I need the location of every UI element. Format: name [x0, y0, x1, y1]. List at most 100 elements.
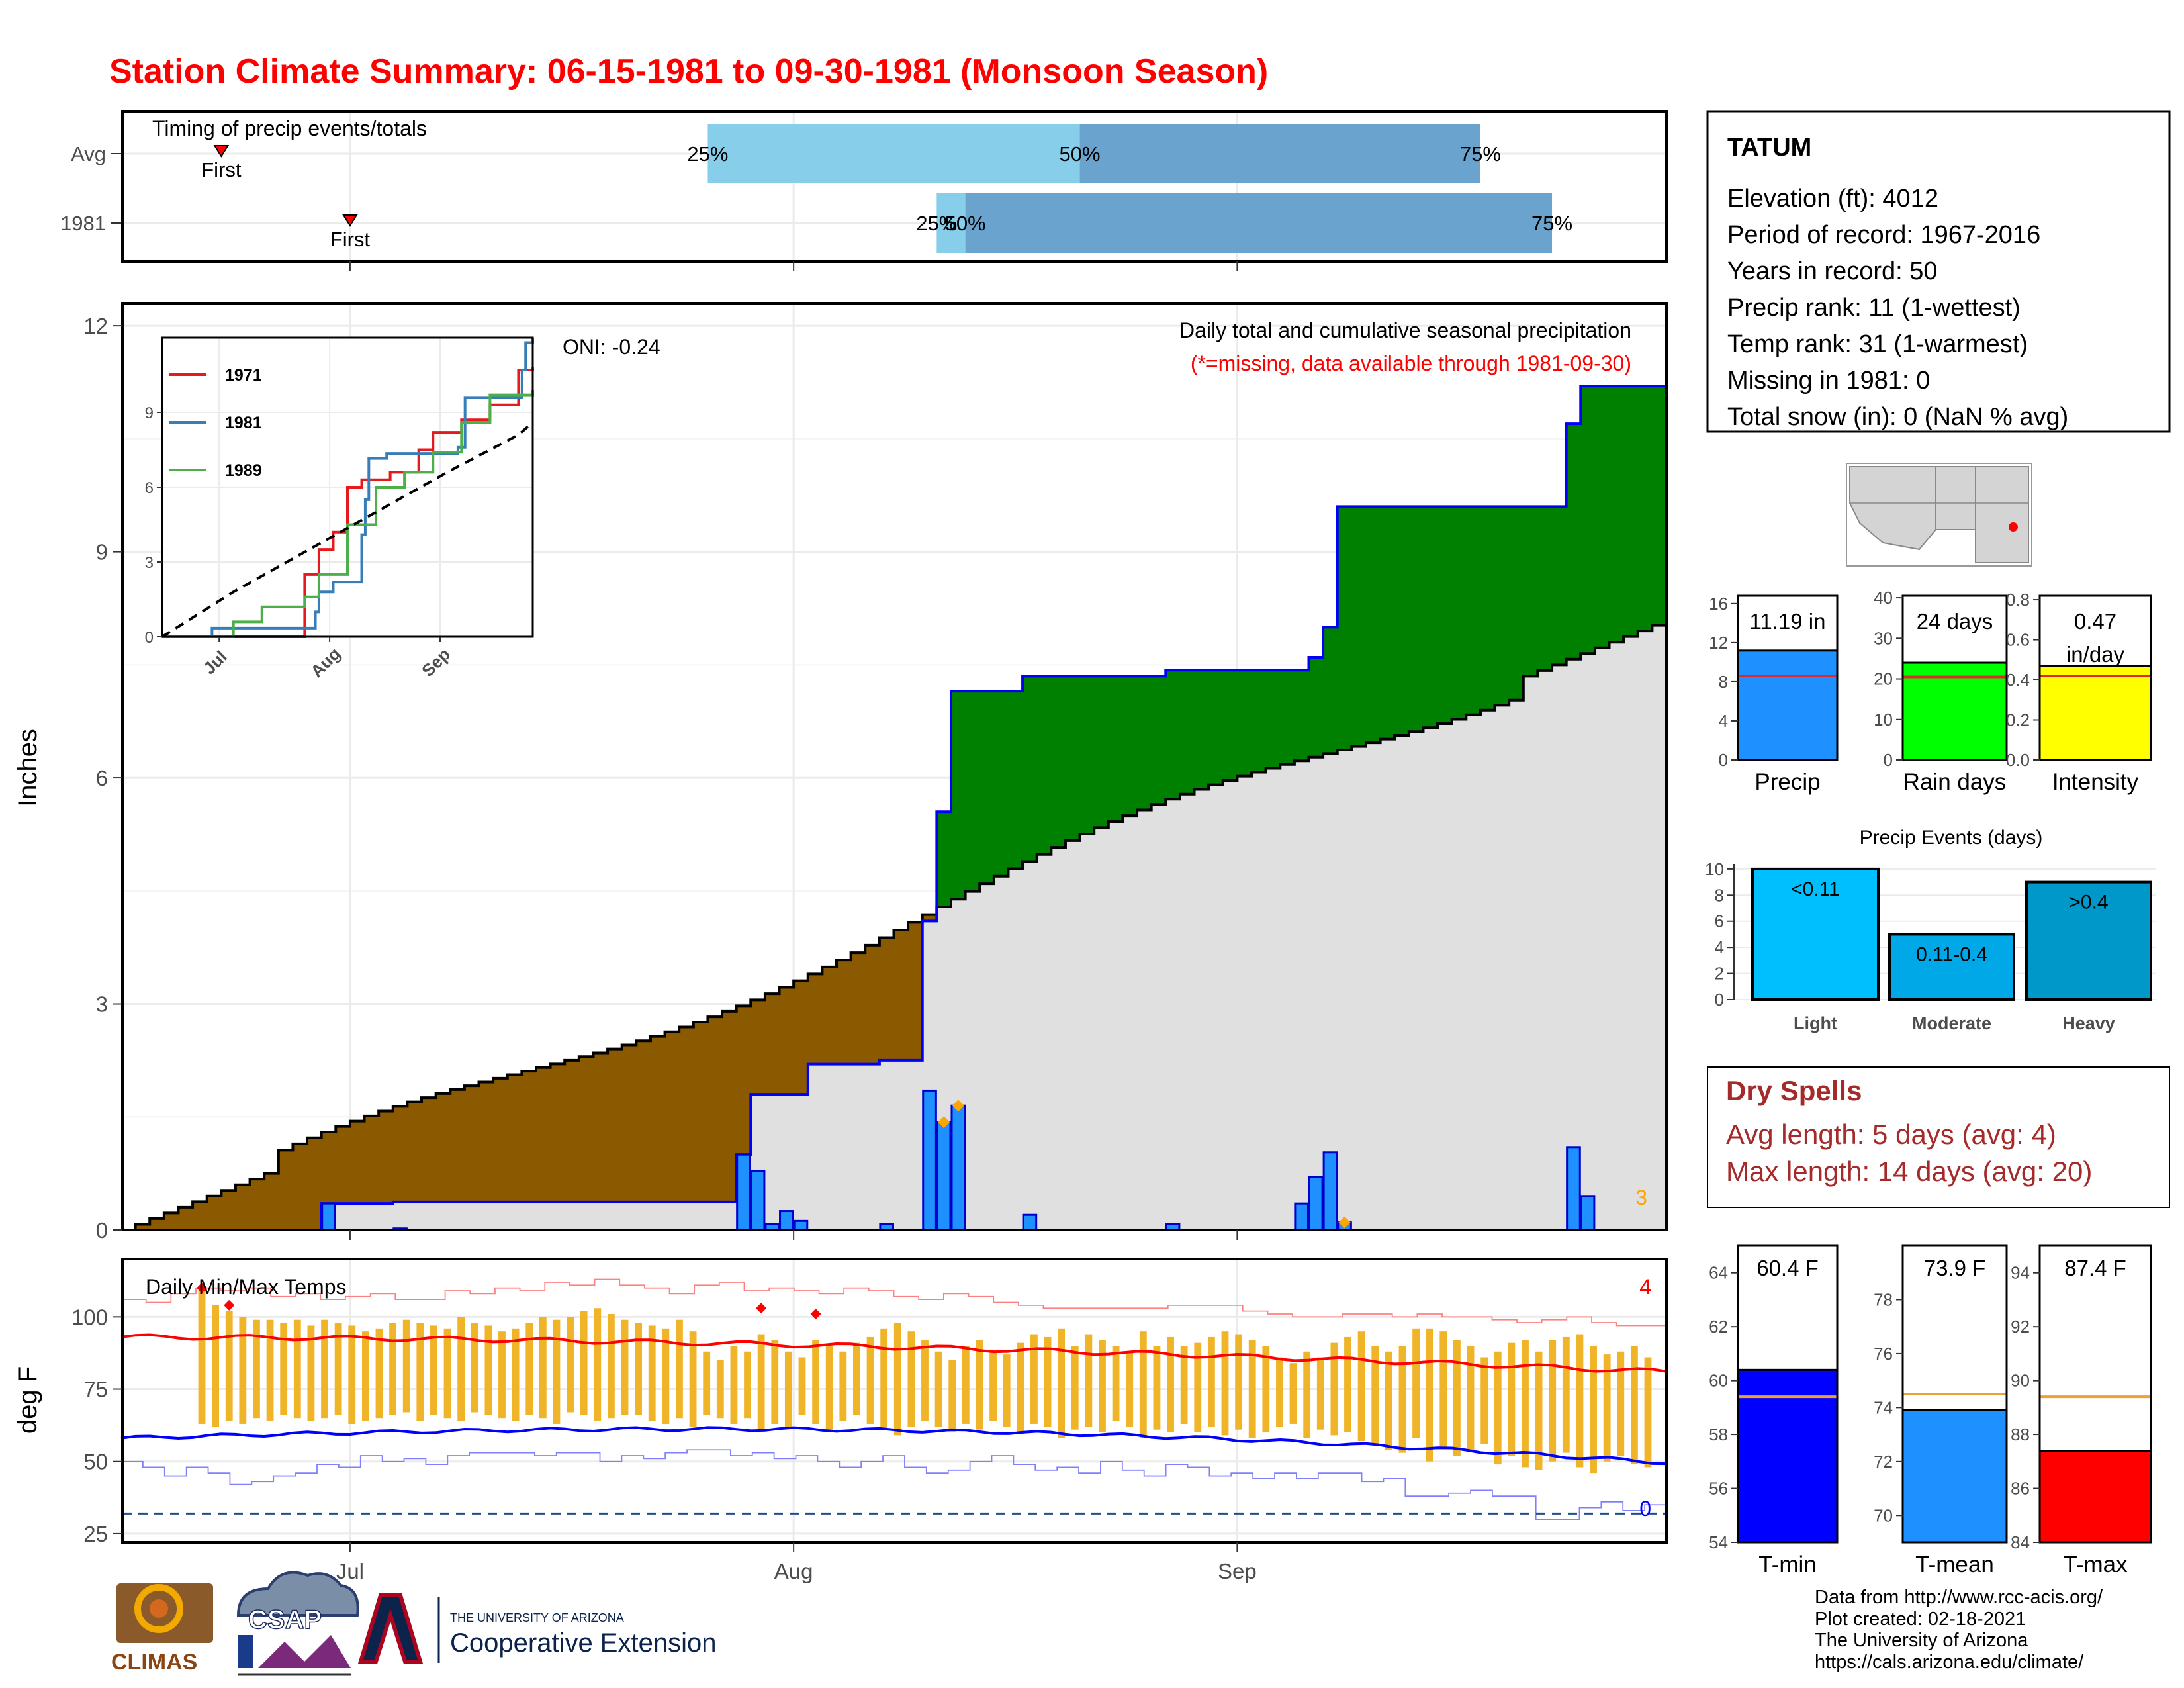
daily-temp-bar: [689, 1331, 697, 1427]
inset-y-tick: 9: [145, 404, 154, 422]
daily-temp-bar: [1398, 1346, 1406, 1453]
daily-temp-bar: [1099, 1340, 1106, 1433]
summary-bars: 0 4 8 12 16 11.19 in Precip 0 10 20 30 40 24 days Rai…: [1709, 588, 2152, 795]
record-high-line: [121, 1278, 1666, 1327]
daily-temp-bar: [730, 1346, 738, 1424]
y-tick-label: 72: [1874, 1452, 1893, 1472]
y-tick-label: 6: [96, 766, 108, 790]
y-tick-label: 74: [1874, 1397, 1893, 1417]
y-tick-label: 25: [83, 1522, 108, 1546]
daily-temp-bar: [1522, 1340, 1529, 1468]
daily-temp-bar: [1044, 1336, 1052, 1427]
daily-temp-bar: [934, 1351, 942, 1427]
y-tick-label: 0.6: [2006, 630, 2030, 650]
event-category-label: Light: [1794, 1013, 1837, 1033]
daily-temp-bar: [389, 1323, 396, 1415]
station-line: Missing in 1981: 0: [1727, 367, 1930, 395]
temp-summary-bars: 54 56 58 60 62 64 60.4 F T-min 70 72 74 76 78 73.9 F T…: [1709, 1244, 2152, 1577]
inset-y-tick: 6: [145, 479, 154, 497]
daily-temp-bar: [1316, 1357, 1324, 1430]
event-category-label: Heavy: [2062, 1013, 2115, 1033]
inset-y-tick: 3: [145, 554, 154, 572]
record-marker: [756, 1303, 767, 1314]
daily-temp-bar: [662, 1328, 670, 1424]
daily-temp-bar: [1289, 1363, 1297, 1424]
daily-precip-bar: [922, 1089, 937, 1231]
daily-precip-bar: [950, 1104, 966, 1231]
intensity-axis-label: Intensity: [2052, 769, 2139, 795]
ua-big-text: Cooperative Extension: [450, 1628, 716, 1658]
q50-label: 50%: [1060, 142, 1101, 165]
y-tick-label: 62: [1709, 1317, 1728, 1336]
daily-temp-bar: [580, 1311, 588, 1415]
daily-temp-bar: [443, 1328, 451, 1419]
cumulative-1981-line: [121, 385, 1666, 1231]
q25-label: 25%: [916, 212, 957, 235]
daily-temp-bar: [621, 1319, 629, 1415]
inset-legend-label: 1981: [225, 414, 262, 432]
y-tick-label: 92: [2011, 1317, 2030, 1336]
daily-temp-bar: [989, 1351, 997, 1421]
timing-box-lower: [936, 193, 966, 253]
temp-value-label: 60.4 F: [1756, 1256, 1819, 1280]
daily-temp-bar: [880, 1328, 888, 1430]
temp-panel: 25 50 75 100 Jul Aug Sep Daily Min/Max Temps 4 0 d…: [13, 1258, 1668, 1583]
missing-data-marker: [1338, 1216, 1351, 1229]
daily-precip-bar: [1308, 1176, 1324, 1231]
daily-temp-bar: [1385, 1351, 1392, 1450]
climas-logo: CLIMAS: [111, 1583, 213, 1675]
timing-title: Timing of precip events/totals: [152, 117, 427, 140]
y-tick-label: 0: [1719, 750, 1728, 770]
y-tick-label: 90: [2011, 1371, 2030, 1391]
daily-precip-bar: [736, 1153, 751, 1231]
precip-title: Daily total and cumulative seasonal prec…: [1179, 318, 1631, 342]
y-tick-label: 12: [83, 314, 108, 338]
daily-temp-bar: [976, 1340, 983, 1430]
station-line: Temp rank: 31 (1-warmest): [1727, 330, 2028, 358]
ua-logo: THE UNIVERSITY OF ARIZONA Cooperative Ex…: [357, 1593, 716, 1664]
daily-temp-bar: [1590, 1346, 1597, 1474]
inset-series-line: [162, 338, 534, 638]
x-tick-label: Sep: [1218, 1559, 1257, 1583]
daily-temp-bar: [784, 1351, 792, 1427]
precip-value-label: 11.19 in: [1750, 609, 1826, 633]
daily-temp-bar: [594, 1308, 602, 1421]
precip-frame: [121, 302, 1668, 1231]
event-value-label: 0.11-0.4: [1916, 943, 1987, 965]
daily-temp-bar: [703, 1351, 711, 1415]
x-tick-label: Jul: [336, 1559, 364, 1583]
timing-box-lower: [707, 124, 1080, 183]
precip-axis-label: Precip: [1754, 769, 1820, 795]
station-name: TATUM: [1727, 134, 1811, 162]
y-tick-label: 4: [1715, 937, 1724, 957]
daily-temp-bar: [375, 1328, 383, 1419]
average-cumulative-line: [121, 620, 1668, 1231]
intensity-bar: [2038, 665, 2152, 761]
normal-high-line: [120, 1333, 1667, 1373]
daily-temp-bar: [825, 1346, 833, 1430]
daily-temp-bar: [1535, 1351, 1543, 1470]
timing-frame: [121, 110, 1668, 263]
rain-value-label: 24 days: [1917, 609, 1993, 633]
timing-row-label: 1981: [60, 212, 106, 235]
y-tick-label: 0.0: [2006, 750, 2030, 770]
temp-frame: [121, 1258, 1668, 1544]
temp-bar-frame: [1737, 1244, 1839, 1544]
event-value-label: <0.11: [1791, 878, 1840, 900]
daily-temp-bar: [1276, 1357, 1283, 1427]
timing-row-label: Avg: [71, 142, 106, 165]
y-tick-label: 56: [1709, 1479, 1728, 1499]
daily-temp-bar: [839, 1351, 847, 1421]
precip-bar: [1737, 649, 1839, 761]
y-tick-label: 88: [2011, 1425, 2030, 1444]
daily-temp-bar: [280, 1323, 288, 1415]
event-bar: [2025, 880, 2152, 1002]
daily-temp-bar: [1235, 1334, 1243, 1430]
daily-temp-bar: [266, 1319, 274, 1421]
daily-temp-bar: [484, 1325, 492, 1415]
dry-spells-avg: Avg length: 5 days (avg: 4): [1726, 1119, 2056, 1150]
daily-temp-bar: [1426, 1328, 1433, 1462]
daily-temp-bar: [225, 1311, 233, 1421]
daily-temp-bar: [430, 1325, 437, 1415]
daily-precip-bar: [321, 1202, 336, 1231]
